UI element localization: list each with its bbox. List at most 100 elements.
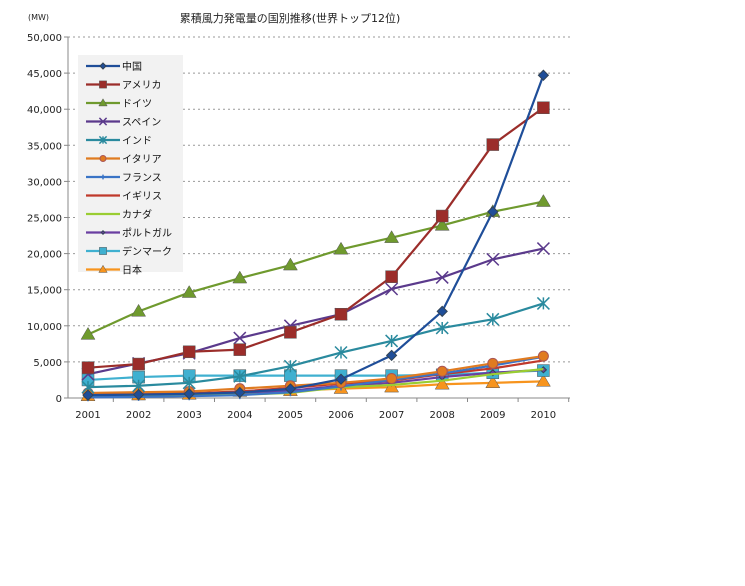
x-tick-label: 2001: [75, 410, 100, 421]
marker-triangle: [131, 303, 147, 317]
legend-item: インド: [86, 135, 152, 147]
legend-label: イギリス: [122, 191, 162, 203]
x-tick-label: 2008: [429, 410, 454, 421]
legend-item: イタリア: [86, 154, 162, 166]
marker-asterisk: [435, 321, 449, 335]
marker-asterisk: [98, 135, 108, 145]
legend-label: ドイツ: [122, 99, 152, 110]
marker-x: [435, 270, 449, 284]
marker-square: [537, 101, 550, 115]
marker-x: [536, 242, 550, 256]
legend-item: デンマーク: [86, 245, 172, 258]
legend-label: デンマーク: [122, 245, 172, 258]
legend-item: ポルトガル: [86, 228, 172, 240]
series-アメリカ: [81, 101, 550, 374]
marker-diamond: [99, 62, 107, 70]
marker-triangle: [80, 326, 96, 340]
marker-triangle: [98, 98, 108, 107]
marker-asterisk: [334, 345, 348, 360]
marker-asterisk: [182, 376, 196, 390]
legend-label: カナダ: [122, 208, 152, 221]
series-インド: [81, 296, 550, 394]
y-tick-label: 20,000: [27, 250, 62, 261]
marker-triangle: [384, 230, 400, 243]
x-tick-label: 2003: [176, 410, 201, 421]
x-tick-label: 2004: [227, 410, 252, 421]
marker-circle: [537, 350, 549, 362]
marker-square: [182, 345, 196, 359]
marker-asterisk: [233, 369, 247, 383]
legend-label: 中国: [122, 60, 142, 73]
marker-diamond: [487, 206, 499, 218]
series-中国: [82, 69, 550, 401]
legend-item: カナダ: [86, 208, 152, 221]
marker-diamond: [537, 69, 550, 81]
legend-label: スペイン: [122, 118, 161, 129]
marker-square: [334, 307, 348, 321]
y-tick-label: 10,000: [27, 322, 62, 333]
marker-circle: [99, 155, 107, 162]
marker-asterisk: [536, 296, 550, 310]
marker-x: [98, 117, 108, 126]
marker-circle: [436, 365, 448, 377]
legend: 中国アメリカドイツスペインインドイタリアフランスイギリスカナダポルトガルデンマー…: [78, 55, 183, 277]
x-tick-label: 2002: [126, 410, 151, 421]
marker-square: [435, 209, 449, 223]
marker-plus: [100, 174, 106, 180]
marker-circle: [487, 357, 499, 369]
grid: [68, 36, 570, 363]
series-ドイツ: [80, 194, 551, 340]
series-line: [87, 302, 544, 389]
marker-triangle: [434, 217, 450, 231]
y-tick-label: 25,000: [27, 214, 62, 225]
marker-triangle: [98, 264, 108, 273]
marker-asterisk: [283, 359, 297, 373]
legend-item: スペイン: [86, 117, 161, 129]
legend-label: ポルトガル: [122, 228, 172, 240]
marker-diamond: [436, 305, 448, 318]
marker-diamond: [183, 388, 195, 400]
marker-x: [385, 282, 399, 296]
marker-triangle: [535, 194, 551, 207]
marker-diamond: [335, 373, 347, 385]
y-tick-label: 15,000: [27, 286, 62, 297]
marker-square: [284, 326, 297, 339]
y-tick-label: 50,000: [27, 33, 62, 44]
marker-diamond: [82, 389, 94, 401]
y-tick-label: 30,000: [27, 177, 62, 188]
y-tick-label: 5,000: [33, 358, 62, 369]
marker-asterisk: [385, 334, 399, 348]
legend-item: 中国: [86, 60, 142, 73]
marker-square: [99, 80, 107, 89]
marker-square: [81, 361, 95, 374]
marker-triangle: [181, 285, 197, 298]
marker-triangle: [535, 373, 551, 387]
x-tick-label: 2006: [328, 410, 353, 421]
legend-box: [78, 55, 183, 272]
legend-item: アメリカ: [86, 80, 162, 92]
series-line: [87, 355, 544, 399]
legend-label: イタリア: [122, 154, 162, 166]
series-group: [80, 69, 551, 402]
chart-title: 累積風力発電量の国別推移(世界トップ12位): [180, 11, 401, 25]
marker-diamond: [385, 349, 398, 362]
marker-circle: [386, 373, 398, 385]
marker-square: [99, 247, 107, 255]
series-line: [87, 200, 544, 336]
legend-item: イギリス: [86, 191, 162, 203]
marker-triangle: [485, 375, 501, 388]
marker-square: [233, 343, 247, 356]
marker-triangle: [434, 376, 450, 390]
marker-x: [486, 252, 500, 266]
y-tick-label: 35,000: [27, 141, 62, 152]
series-line: [87, 74, 545, 397]
x-tick-label: 2007: [379, 410, 404, 421]
legend-item: 日本: [86, 264, 142, 277]
y-tick-label: 40,000: [27, 105, 62, 116]
series-line: [87, 106, 545, 369]
marker-diamond: [284, 383, 297, 395]
axes: 0 5,000 10,000 15,000 20,000 25,000 30,000 35,0…: [27, 33, 570, 421]
legend-label: フランス: [122, 172, 162, 184]
legend-label: アメリカ: [122, 80, 162, 92]
marker-diamond: [234, 386, 246, 399]
